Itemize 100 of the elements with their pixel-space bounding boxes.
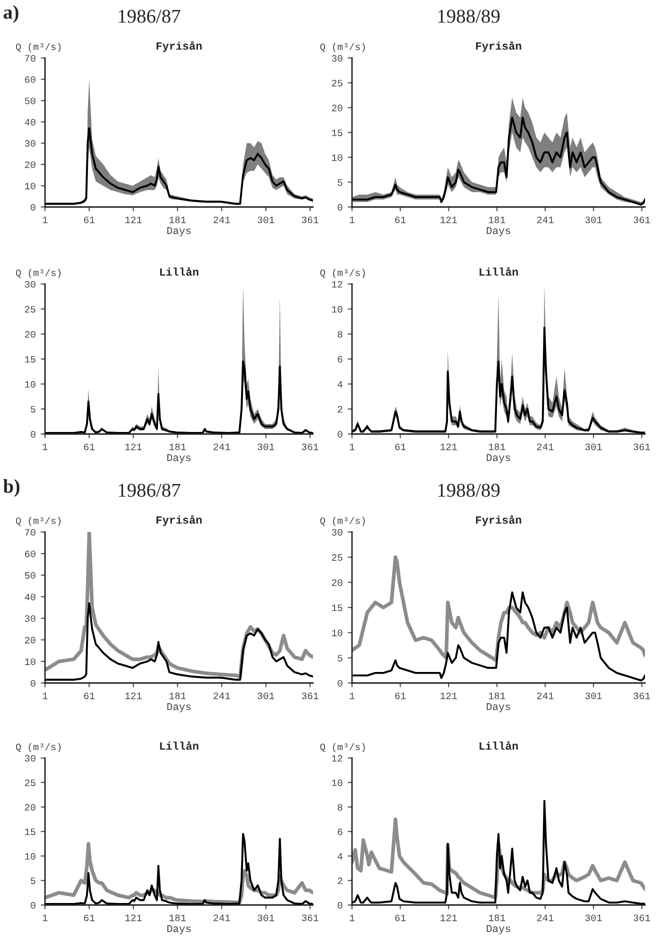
- x-tick-label: 1: [42, 216, 48, 224]
- text: 1988/89: [438, 484, 500, 497]
- y-tick-label: 70: [25, 529, 36, 536]
- x-tick-label: 121: [440, 216, 457, 224]
- x-axis-title: Days: [486, 703, 510, 712]
- x-tick-label: 1: [350, 216, 354, 224]
- y-tick-label: 15: [332, 130, 342, 136]
- x-axis-title: Days: [486, 454, 510, 464]
- y-tick-label: 20: [24, 804, 36, 811]
- y-tick-label: 10: [332, 630, 342, 636]
- x-tick-label: 361: [634, 444, 650, 450]
- x-tick-label: 1: [350, 444, 354, 450]
- y-tick-label: 30: [24, 755, 36, 762]
- y-tick-label: 20: [24, 636, 36, 644]
- x-tick-label: 241: [537, 444, 554, 450]
- y-tick-label: 6: [338, 356, 342, 363]
- y-tick-label: 0: [338, 431, 342, 438]
- x-tick-label: 361: [302, 444, 318, 450]
- y-tick-label: 20: [332, 104, 342, 112]
- y-tick-label: 0: [338, 204, 342, 211]
- x-tick-label: 241: [214, 444, 230, 450]
- line-series: [45, 127, 313, 205]
- x-tick-label: 301: [258, 444, 274, 450]
- x-tick-label: 121: [440, 692, 457, 700]
- x-tick-label: 1: [350, 692, 354, 700]
- y-tick-label: 0: [30, 204, 36, 211]
- x-tick-label: 361: [634, 692, 650, 700]
- y-tick-label: 8: [338, 804, 342, 811]
- y-tick-label: 10: [332, 780, 342, 786]
- x-axis-title: Days: [167, 703, 191, 712]
- x-axis-title: Days: [486, 227, 510, 236]
- x-tick-label: 1: [42, 914, 48, 922]
- x-tick-label: 301: [585, 444, 602, 450]
- y-tick-label: 10: [25, 853, 36, 860]
- x-axis-title: Days: [167, 454, 191, 464]
- chart-title: Lillån: [480, 741, 518, 750]
- x-tick-label: 61: [395, 692, 406, 700]
- x-axis-title: Days: [167, 925, 191, 934]
- y-tick-label: 30: [24, 281, 36, 288]
- x-tick-label: 361: [302, 692, 318, 700]
- y-tick-label: 50: [24, 572, 36, 579]
- y-tick-label: 8: [338, 331, 342, 338]
- y-tick-label: 30: [332, 529, 342, 536]
- y-tick-label: 4: [338, 381, 342, 388]
- chart-title: Fyrisån: [476, 515, 522, 526]
- chart-title: Fyrisån: [476, 41, 522, 52]
- x-tick-label: 181: [169, 444, 186, 450]
- y-tick-label: 30: [24, 140, 36, 147]
- x-tick-label: 181: [488, 444, 506, 450]
- text: 1988/89: [438, 10, 500, 23]
- text: 1986/87: [118, 10, 180, 23]
- x-tick-label: 181: [169, 692, 186, 700]
- y-tick-label: 30: [332, 55, 342, 62]
- x-tick-label: 301: [585, 692, 602, 700]
- line-series: [45, 602, 313, 681]
- x-tick-label: 301: [585, 914, 602, 922]
- x-tick-label: 61: [84, 444, 95, 450]
- y-tick-label: 10: [25, 182, 36, 190]
- x-tick-label: 241: [214, 914, 230, 922]
- y-tick-label: 6: [338, 828, 342, 836]
- x-tick-label: 181: [488, 692, 506, 700]
- x-tick-label: 361: [302, 216, 318, 224]
- y-axis-title: Q (m³/s): [16, 516, 61, 526]
- x-tick-label: 61: [84, 692, 95, 700]
- y-tick-label: 10: [25, 381, 36, 388]
- x-tick-label: 181: [488, 216, 506, 224]
- chart-title: Lillån: [160, 741, 198, 750]
- x-tick-label: 301: [258, 914, 274, 922]
- y-tick-label: 40: [24, 118, 36, 126]
- x-tick-label: 61: [84, 914, 95, 922]
- x-axis-title: Days: [167, 227, 191, 236]
- y-tick-label: 30: [24, 615, 36, 622]
- y-tick-label: 0: [338, 680, 342, 687]
- y-axis-title: Q (m³/s): [320, 743, 365, 752]
- y-tick-label: 60: [25, 76, 36, 83]
- y-tick-label: 12: [332, 755, 342, 762]
- x-tick-label: 121: [125, 692, 142, 700]
- text: b): [3, 479, 20, 497]
- y-tick-label: 60: [25, 550, 36, 558]
- x-axis-title: Days: [486, 925, 510, 934]
- y-axis-title: Q (m³/s): [320, 268, 365, 278]
- y-tick-label: 5: [338, 179, 342, 186]
- y-tick-label: 25: [332, 554, 342, 561]
- x-tick-label: 1: [42, 692, 48, 700]
- x-tick-label: 1: [42, 444, 48, 450]
- y-tick-label: 10: [332, 154, 342, 161]
- chart-title: Fyrisån: [156, 41, 202, 52]
- y-tick-label: 5: [338, 654, 342, 662]
- chart-title: Lillån: [480, 267, 518, 276]
- text: a): [4, 5, 18, 23]
- x-tick-label: 301: [585, 216, 602, 224]
- y-axis-title: Q (m³/s): [16, 42, 61, 52]
- y-tick-label: 20: [24, 331, 36, 338]
- x-tick-label: 241: [214, 692, 230, 700]
- x-tick-label: 241: [537, 216, 554, 224]
- y-tick-label: 0: [30, 680, 36, 687]
- chart-title: Lillån: [160, 267, 198, 276]
- y-tick-label: 20: [332, 579, 342, 586]
- x-tick-label: 301: [258, 216, 274, 224]
- y-tick-label: 50: [24, 98, 36, 104]
